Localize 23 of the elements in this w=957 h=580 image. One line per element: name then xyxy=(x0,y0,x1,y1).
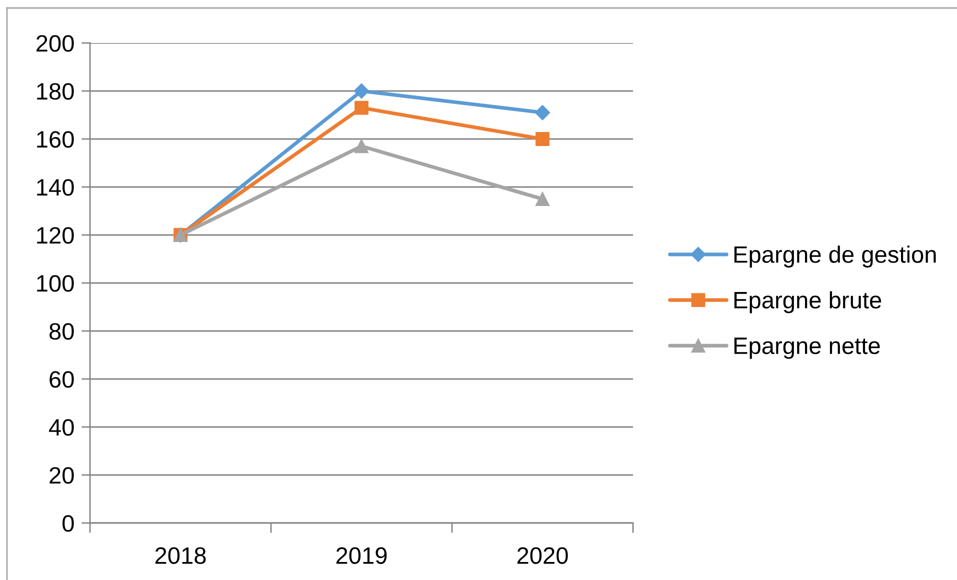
x-tick-label: 2019 xyxy=(336,547,387,564)
y-tick-label: 140 xyxy=(37,179,74,196)
point xyxy=(536,192,550,206)
legend-label: Epargne brute xyxy=(734,291,882,314)
y-tick-label: 100 xyxy=(37,275,74,292)
x-tick-label: 2020 xyxy=(517,547,568,564)
y-tick-label: 80 xyxy=(49,323,74,340)
legend-label: Epargne de gestion xyxy=(734,246,936,268)
point xyxy=(354,83,370,99)
x-tick-label: 2018 xyxy=(155,547,206,564)
y-tick-label: 180 xyxy=(37,83,74,100)
point xyxy=(354,139,368,154)
point xyxy=(354,100,368,115)
y-tick-label: 60 xyxy=(50,371,74,388)
y-tick-label: 120 xyxy=(37,227,74,244)
y-tick-label: 0 xyxy=(62,515,74,532)
y-tick-label: 20 xyxy=(50,467,74,484)
y-tick-label: 160 xyxy=(37,131,74,148)
y-tick-label: 40 xyxy=(49,419,74,436)
point xyxy=(534,105,550,120)
y-tick-label: 200 xyxy=(36,35,74,52)
point xyxy=(536,132,550,146)
legend-label: Epargne nette xyxy=(734,338,880,359)
